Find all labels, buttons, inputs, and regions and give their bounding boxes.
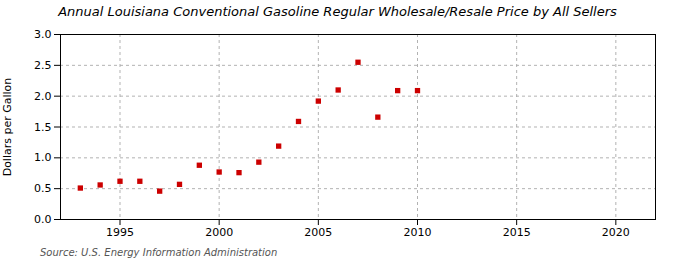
svg-text:0.5: 0.5 (34, 182, 52, 195)
svg-text:2005: 2005 (304, 226, 332, 239)
svg-text:2.0: 2.0 (34, 90, 52, 103)
svg-text:2015: 2015 (503, 226, 531, 239)
svg-text:2010: 2010 (404, 226, 432, 239)
html-text:Annual Louisiana Conventional: Annual Louisiana Conventional Gasoline R… (58, 4, 617, 19)
svg-text:2000: 2000 (205, 226, 233, 239)
svg-text:3.0: 3.0 (34, 28, 52, 41)
svg-text:Dollars per Gallon: Dollars per Gallon (1, 78, 14, 177)
svg-text:2020: 2020 (602, 226, 630, 239)
svg-text:1.0: 1.0 (34, 151, 52, 164)
svg-text:1.5: 1.5 (34, 121, 52, 134)
svg-text:0.0: 0.0 (34, 213, 52, 226)
html-text:Source: U.S. Energy Informatio: Source: U.S. Energy Information Administ… (40, 247, 278, 258)
svg-text:2.5: 2.5 (34, 59, 52, 72)
svg-text:1995: 1995 (106, 226, 134, 239)
